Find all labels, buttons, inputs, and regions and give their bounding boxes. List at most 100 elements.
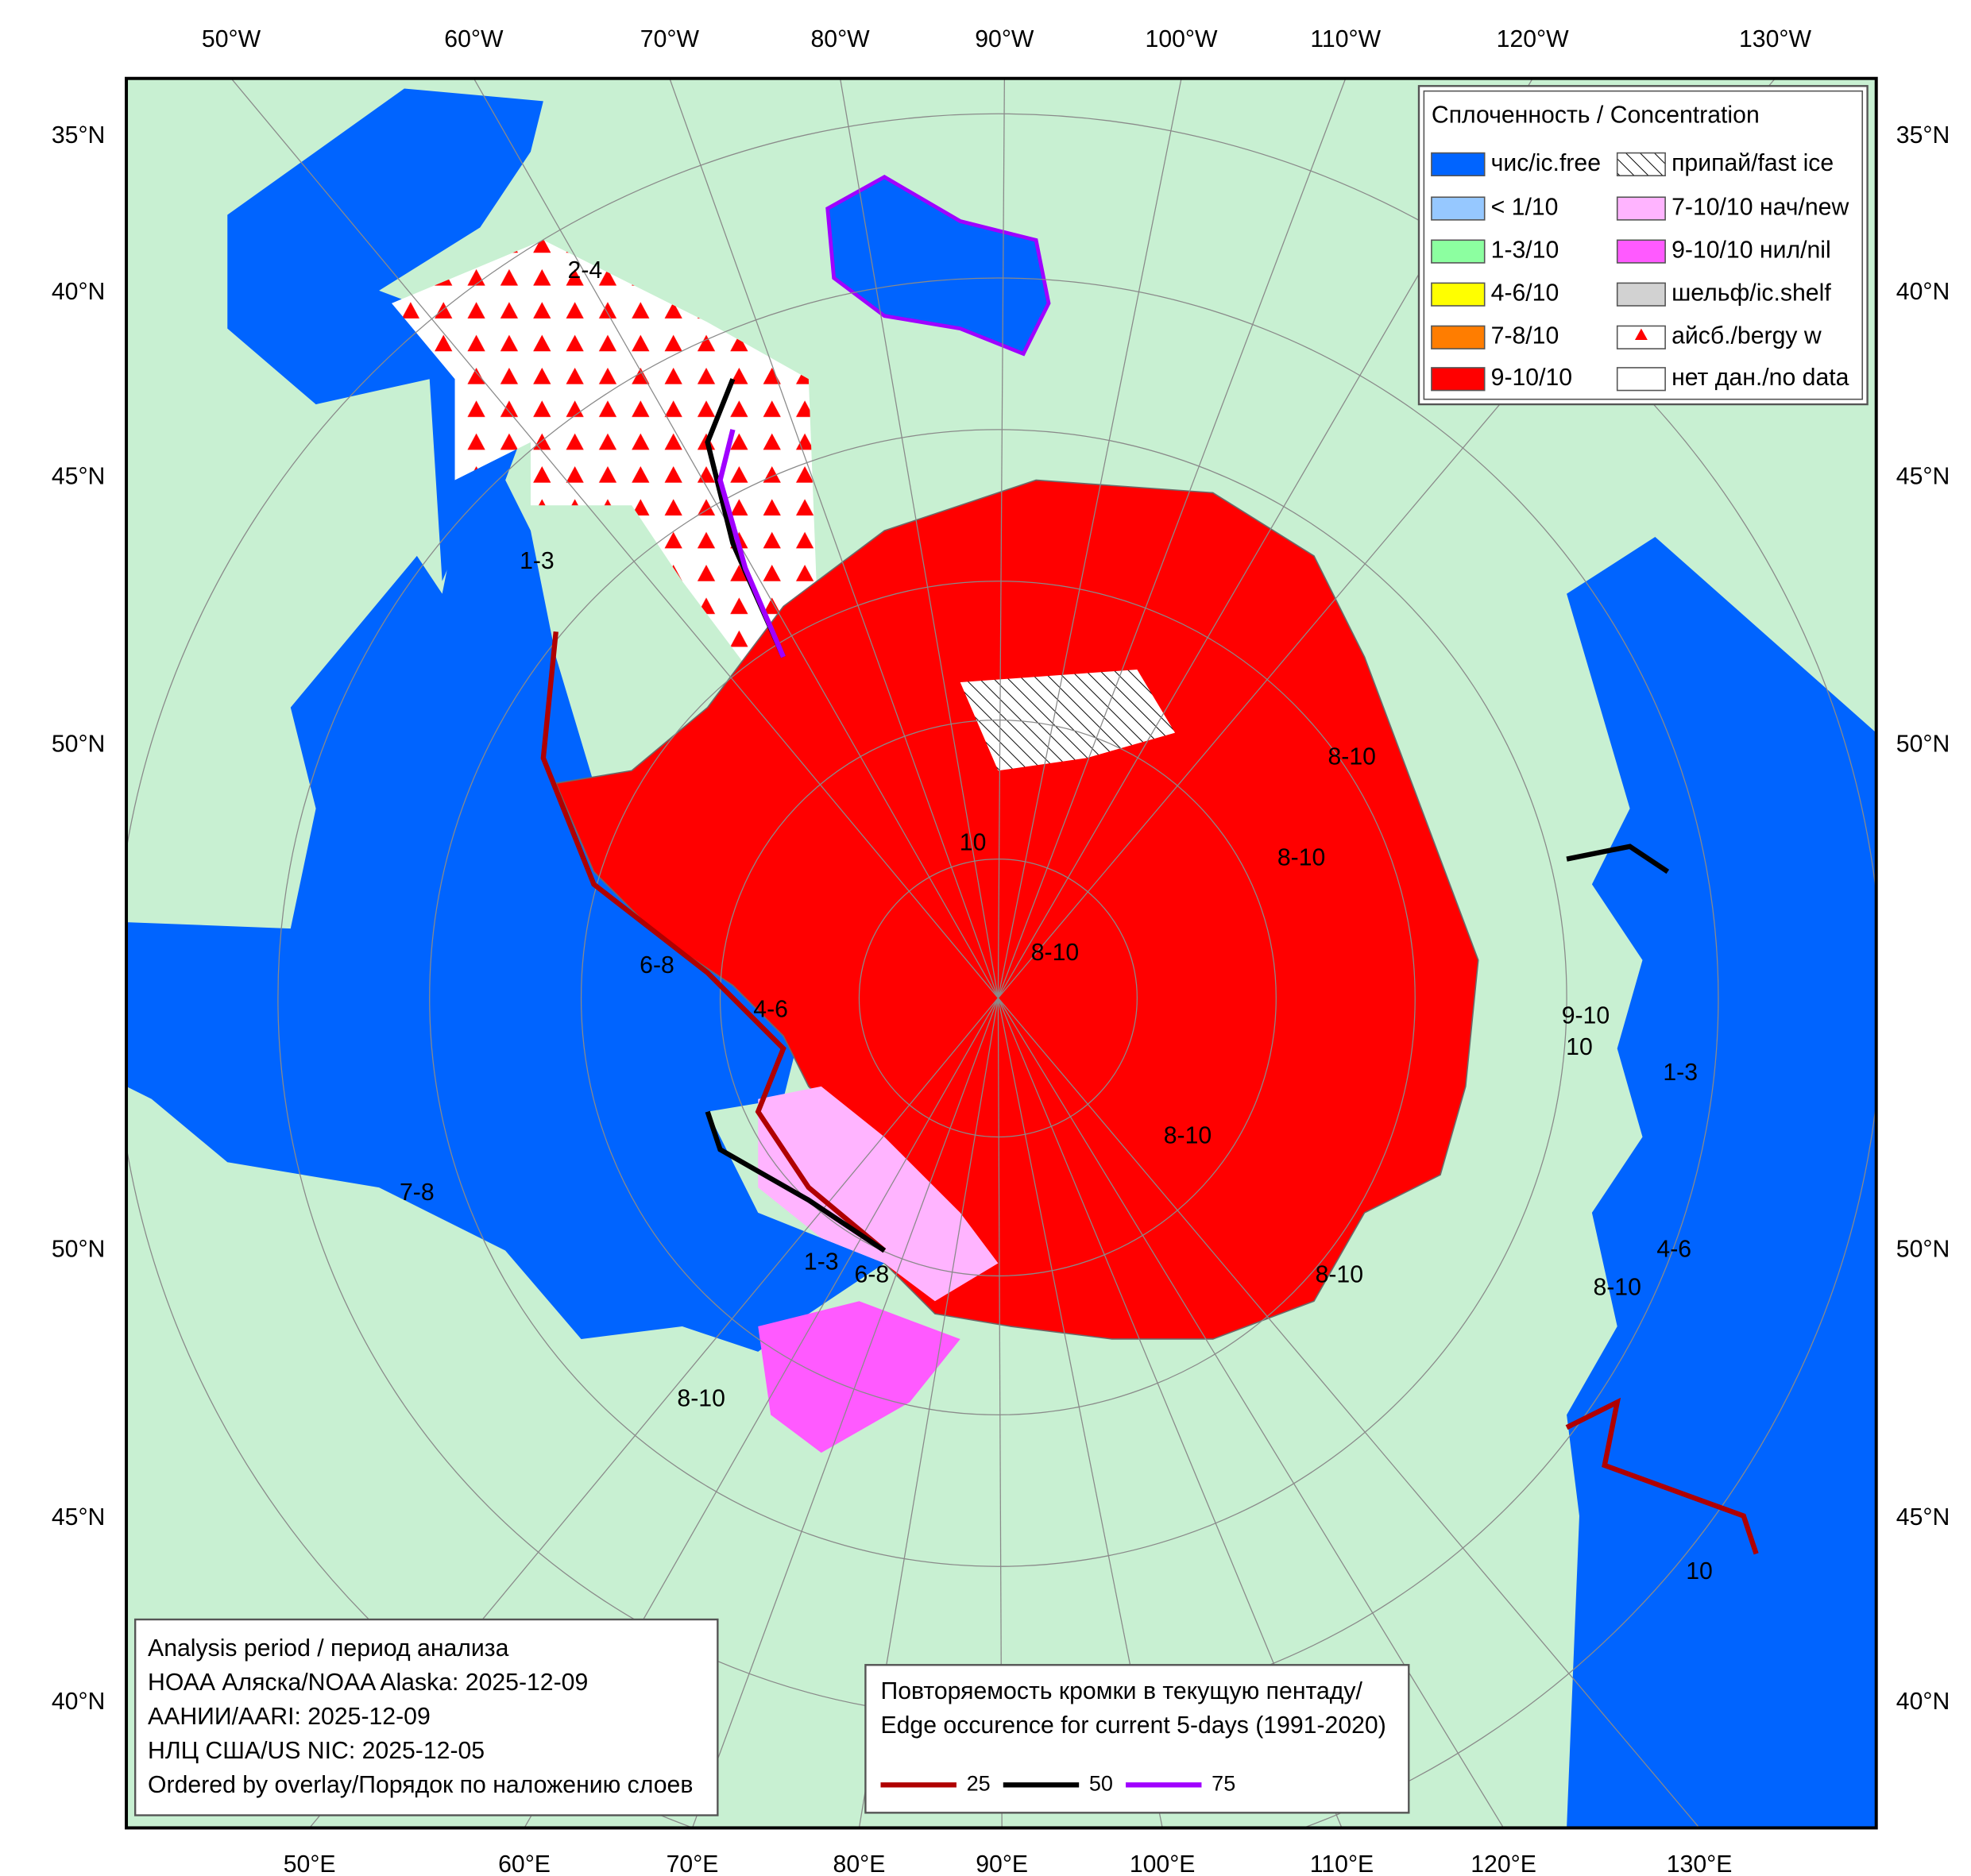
ice-label: 6-8	[640, 952, 674, 979]
lon-label: 80°W	[811, 26, 871, 52]
lat-label: 35°N	[52, 122, 105, 149]
legend-swatch	[1431, 367, 1486, 392]
ice-label: 9-10	[1562, 1002, 1610, 1029]
ice-label: 4-6	[1656, 1237, 1691, 1263]
legend-label: 7-8/10	[1491, 323, 1559, 349]
new-ice	[758, 1086, 999, 1302]
ice-label: 2-4	[568, 257, 603, 284]
lat-label: 40°N	[52, 279, 105, 305]
info-lines: Analysis period / период анализа НОАА Аля…	[148, 1635, 693, 1798]
legend-swatch	[1431, 325, 1486, 349]
legend-swatch	[1616, 196, 1666, 221]
edge-legend-box	[864, 1664, 1410, 1814]
legend-swatch	[1616, 282, 1666, 307]
legend-swatch	[1431, 282, 1486, 307]
lon-label: 90°E	[976, 1851, 1028, 1876]
ice-label: 8-10	[1164, 1122, 1212, 1148]
legend-label: 9-10/10 нил/nil	[1671, 237, 1831, 264]
ice-label: 7-8	[400, 1179, 435, 1206]
lon-label: 60°E	[498, 1851, 551, 1876]
lat-label: 50°N	[52, 731, 105, 757]
info-line: Analysis period / период анализа	[148, 1635, 509, 1662]
lon-label: 120°E	[1471, 1851, 1536, 1876]
lat-label: 45°N	[1896, 1504, 1950, 1531]
legend-swatch	[1431, 152, 1486, 176]
graticule	[126, 78, 1876, 1828]
new-ice	[758, 1301, 960, 1453]
legend-label: 7-10/10 нач/new	[1671, 195, 1849, 221]
lat-label: 45°N	[52, 1504, 105, 1531]
ice-label: 8-10	[1031, 940, 1079, 966]
lat-label: 50°N	[52, 1237, 105, 1263]
ice-label: 8-10	[1328, 743, 1375, 770]
lon-label: 50°E	[284, 1851, 336, 1876]
pack-ice	[555, 479, 1479, 1340]
open-water	[825, 175, 1051, 357]
lon-label: 110°W	[1310, 26, 1381, 52]
open-water	[126, 379, 885, 1352]
edge-legend-label: 50	[1089, 1771, 1113, 1795]
lat-label: 50°N	[1896, 731, 1950, 757]
legend: Сплоченность / Concentration чис/ic.free…	[1417, 85, 1869, 406]
legend-label: припай/fast ice	[1671, 150, 1834, 176]
lon-label: 70°E	[667, 1851, 719, 1876]
legend-label: шельф/ic.shelf	[1671, 280, 1831, 307]
ice-label: 8-10	[1277, 845, 1325, 871]
legend-label: 9-10/10	[1491, 365, 1572, 391]
ice-label: 10	[1566, 1034, 1593, 1060]
lon-label: 80°E	[833, 1851, 886, 1876]
lat-label: 40°N	[1896, 1689, 1950, 1715]
legend-label: < 1/10	[1491, 195, 1559, 221]
edge-line	[717, 429, 786, 658]
ice-label: 10	[1686, 1558, 1713, 1585]
info-box: Analysis period / период анализа НОАА Аля…	[133, 1618, 719, 1816]
ice-label: 1-3	[804, 1249, 839, 1276]
ice-label: 8-10	[1593, 1274, 1641, 1300]
lon-label: 110°E	[1310, 1851, 1374, 1876]
legend-label: нет дан./no data	[1671, 365, 1849, 391]
legend-label: 4-6/10	[1491, 280, 1559, 307]
lon-label: 130°E	[1667, 1851, 1733, 1876]
edge-line	[1565, 1397, 1759, 1555]
legend-label: 1-3/10	[1491, 237, 1559, 264]
lon-label: 100°W	[1146, 26, 1218, 52]
legend-label: чис/ic.free	[1491, 150, 1601, 176]
edge-legend-label: 75	[1212, 1771, 1235, 1795]
open-water	[1567, 537, 1876, 1828]
ice-label: 8-10	[1316, 1261, 1363, 1287]
lat-label: 45°N	[1896, 463, 1950, 489]
ice-label: 1-3	[520, 548, 555, 574]
ice-label: 4-6	[753, 996, 788, 1022]
info-line: Ordered by overlay/Порядок по наложению …	[148, 1772, 693, 1798]
lon-label: 60°W	[444, 26, 504, 52]
legend-swatch	[1616, 152, 1666, 176]
lat-label: 40°N	[52, 1689, 105, 1715]
lat-label: 45°N	[52, 463, 105, 489]
info-line: НОАА Аляска/NOAA Alaska: 2025-12-09	[148, 1669, 588, 1696]
lon-label: 50°W	[202, 26, 261, 52]
lon-label: 130°W	[1739, 26, 1811, 52]
lat-label: 40°N	[1896, 279, 1950, 305]
ice-label: 1-3	[1663, 1060, 1698, 1086]
edge-legend-title: Повторяемость кромки в текущую пентаду/	[880, 1678, 1362, 1704]
legend-swatch	[1616, 239, 1666, 264]
lat-label: 35°N	[1896, 122, 1950, 149]
axis-labels: 50°W 60°W 70°W 80°W 90°W 100°W 110°W 120°W 130°W…	[52, 26, 1950, 1876]
edge-line	[1566, 843, 1670, 874]
edge-legend-title: Edge occurence for current 5-days (1991-…	[880, 1712, 1385, 1739]
edge-line	[705, 1110, 887, 1253]
ice-label: 10	[960, 830, 987, 856]
edge-line	[540, 631, 887, 1253]
lon-label: 70°W	[640, 26, 700, 52]
legend-swatch	[1431, 196, 1486, 221]
edge-legend: Повторяемость кромки в текущую пентаду/E…	[864, 1664, 1410, 1814]
legend-triangle	[1634, 328, 1648, 340]
legend-swatch	[1616, 367, 1666, 392]
ice-labels: 8-10 10 2-4 1-3 4-6 6-8 8-10 8-10 8-10 1-3 9-10 7-8…	[400, 257, 1713, 1585]
legend-swatch	[1431, 239, 1486, 264]
legend-inner	[1423, 90, 1864, 400]
info-frame	[133, 1618, 719, 1816]
info-line: НЛЦ США/US NIC: 2025-12-05	[148, 1738, 485, 1764]
lon-label: 100°E	[1130, 1851, 1196, 1876]
